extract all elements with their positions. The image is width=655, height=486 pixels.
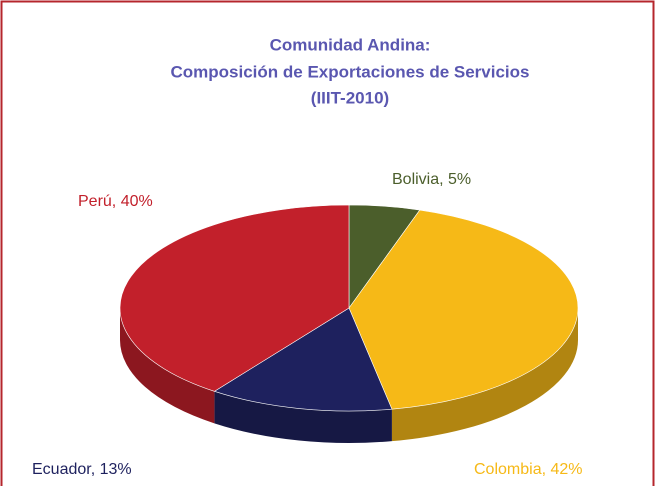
data-label: Bolivia, 5% xyxy=(392,171,471,188)
chart-title: Comunidad Andina: xyxy=(270,35,431,54)
slice xyxy=(348,209,579,410)
slice-side xyxy=(391,308,578,442)
chart-title: (IIIT-2010) xyxy=(311,88,389,107)
slice-side xyxy=(120,308,215,424)
slice xyxy=(213,307,393,412)
slice xyxy=(119,204,350,392)
slice-side xyxy=(214,391,392,443)
data-label: Perú, 40% xyxy=(78,193,153,210)
data-label: Colombia, 42% xyxy=(474,461,583,478)
chart-title: Composición de Exportaciones de Servicio… xyxy=(171,62,530,81)
data-label: Ecuador, 13% xyxy=(32,461,132,478)
